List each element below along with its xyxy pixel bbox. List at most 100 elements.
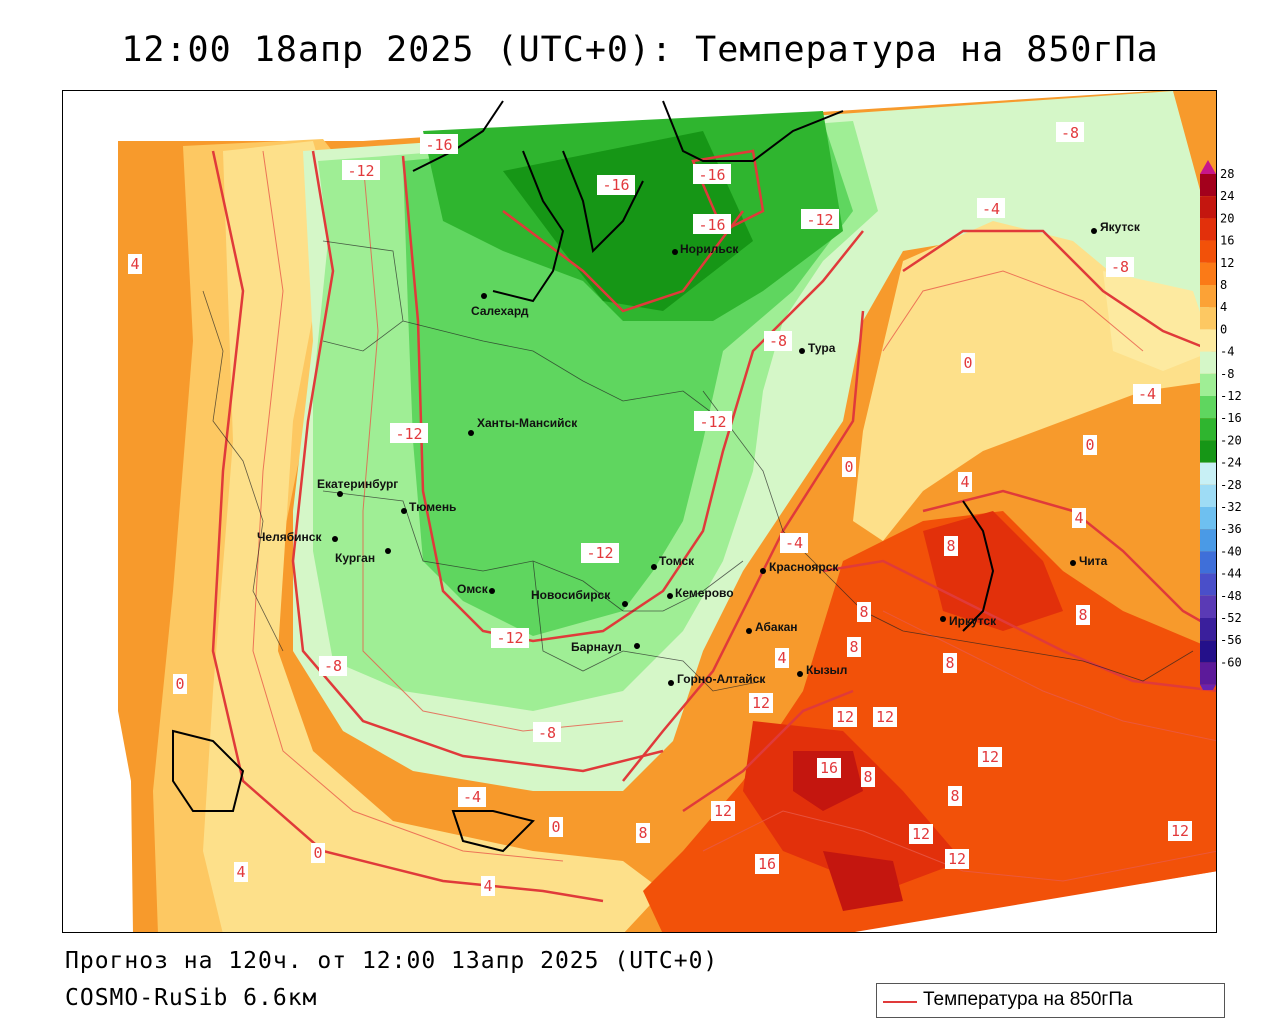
colorbar-swatch — [1200, 573, 1216, 596]
colorbar-tick-label: 24 — [1220, 189, 1234, 203]
colorbar-tick-label: -20 — [1220, 433, 1242, 447]
model-name: COSMO-RuSib 6.6км — [65, 985, 318, 1011]
iso-label: -12 — [390, 423, 428, 443]
colorbar-swatch — [1200, 462, 1216, 485]
svg-text:-12: -12 — [699, 413, 726, 431]
svg-text:-12: -12 — [395, 425, 422, 443]
city-label-norilsk: Норильск — [680, 242, 739, 256]
svg-text:0: 0 — [313, 844, 322, 862]
svg-text:-8: -8 — [538, 724, 556, 742]
colorbar-tick-label: 4 — [1220, 300, 1227, 314]
colorbar: 28 24 20 16 12 8 4 0 -4 -8 -12 -16 -20 -24 -28 -32 -36 -4… — [1200, 160, 1242, 690]
svg-text:-12: -12 — [347, 162, 374, 180]
svg-text:4: 4 — [1074, 509, 1083, 527]
iso-label: -4 — [977, 198, 1005, 218]
svg-text:12: 12 — [912, 825, 930, 843]
city-dot-tomsk — [651, 564, 657, 570]
svg-text:12: 12 — [1171, 822, 1189, 840]
city-dot-yakutsk — [1091, 228, 1097, 234]
city-label-omsk: Омск — [457, 582, 489, 596]
svg-text:-16: -16 — [698, 166, 725, 184]
svg-text:-4: -4 — [463, 788, 481, 806]
svg-text:-16: -16 — [425, 136, 452, 154]
city-label-chelyabinsk: Челябинск — [257, 530, 322, 544]
svg-text:0: 0 — [963, 354, 972, 372]
city-label-salekhard: Салехард — [471, 304, 529, 318]
colorbar-swatch — [1200, 396, 1216, 419]
colorbar-tick-label: -16 — [1220, 411, 1242, 425]
city-label-kemerovo: Кемерово — [675, 586, 734, 600]
iso-label: -8 — [533, 722, 561, 742]
city-label-kurgan: Курган — [335, 551, 375, 565]
svg-text:-8: -8 — [769, 332, 787, 350]
iso-label: 4 — [234, 862, 248, 882]
colorbar-swatch — [1200, 662, 1216, 685]
colorbar-swatch — [1200, 640, 1216, 663]
iso-label: -16 — [693, 214, 731, 234]
city-dot-barnaul — [634, 643, 640, 649]
iso-label: -4 — [1133, 384, 1161, 404]
svg-text:-8: -8 — [1111, 258, 1129, 276]
colorbar-swatch — [1200, 285, 1216, 308]
svg-text:16: 16 — [820, 759, 838, 777]
iso-label: 4 — [128, 254, 142, 274]
city-dot-abakan — [746, 628, 752, 634]
city-label-gorno-altaysk: Горно-Алтайск — [677, 672, 766, 686]
svg-text:12: 12 — [752, 694, 770, 712]
colorbar-tick-label: -60 — [1220, 655, 1242, 669]
colorbar-tick-label: 28 — [1220, 167, 1234, 181]
city-label-novosibirsk: Новосибирск — [531, 588, 611, 602]
colorbar-swatch — [1200, 329, 1216, 352]
svg-text:12: 12 — [714, 802, 732, 820]
colorbar-tick-label: 8 — [1220, 278, 1227, 292]
colorbar-tick-label: 16 — [1220, 234, 1234, 248]
svg-text:16: 16 — [758, 855, 776, 873]
svg-text:8: 8 — [859, 603, 868, 621]
iso-label: -16 — [420, 134, 458, 154]
colorbar-swatch — [1200, 307, 1216, 330]
svg-text:12: 12 — [836, 708, 854, 726]
city-dot-novosibirsk — [622, 601, 628, 607]
iso-label: -12 — [342, 160, 380, 180]
city-label-abakan: Абакан — [755, 620, 798, 634]
city-label-tura: Тура — [808, 341, 836, 355]
colorbar-swatch — [1200, 618, 1216, 641]
iso-label: -16 — [693, 164, 731, 184]
city-dot-chelyabinsk — [332, 536, 338, 542]
legend: Температура на 850гПа — [876, 983, 1225, 1018]
city-dot-kyzyl — [797, 671, 803, 677]
iso-label: 8 — [636, 823, 650, 843]
iso-label: 16 — [755, 854, 779, 874]
city-dot-kurgan — [385, 548, 391, 554]
iso-label: 4 — [775, 648, 789, 668]
svg-text:8: 8 — [1078, 606, 1087, 624]
city-dot-khanty-mansiysk — [468, 430, 474, 436]
city-dot-omsk — [489, 588, 495, 594]
iso-label: -8 — [319, 656, 347, 676]
city-label-yakutsk: Якутск — [1100, 220, 1141, 234]
city-label-tomsk: Томск — [659, 554, 695, 568]
forecast-info: Прогноз на 120ч. от 12:00 13апр 2025 (UT… — [65, 948, 719, 974]
city-label-tyumen: Тюмень — [409, 500, 456, 514]
iso-label: 4 — [481, 876, 495, 896]
city-label-krasnoyarsk: Красноярск — [769, 560, 839, 574]
iso-label: 12 — [833, 707, 857, 727]
city-label-yekaterinburg: Екатеринбург — [317, 477, 398, 491]
colorbar-swatch — [1200, 262, 1216, 285]
svg-text:8: 8 — [863, 768, 872, 786]
iso-label: -8 — [1056, 122, 1084, 142]
svg-text:-4: -4 — [1138, 385, 1156, 403]
city-dot-kemerovo — [667, 593, 673, 599]
iso-label: 16 — [817, 758, 841, 778]
colorbar-tick-label: -44 — [1220, 567, 1242, 581]
colorbar-tick-label: -52 — [1220, 611, 1242, 625]
svg-text:8: 8 — [638, 824, 647, 842]
svg-text:8: 8 — [946, 537, 955, 555]
svg-text:-12: -12 — [496, 629, 523, 647]
city-label-kyzyl: Кызыл — [806, 663, 847, 677]
colorbar-swatch — [1200, 351, 1216, 374]
iso-label: 0 — [1083, 435, 1097, 455]
svg-text:12: 12 — [981, 748, 999, 766]
colorbar-swatch — [1200, 240, 1216, 263]
colorbar-tick-label: 0 — [1220, 322, 1227, 336]
